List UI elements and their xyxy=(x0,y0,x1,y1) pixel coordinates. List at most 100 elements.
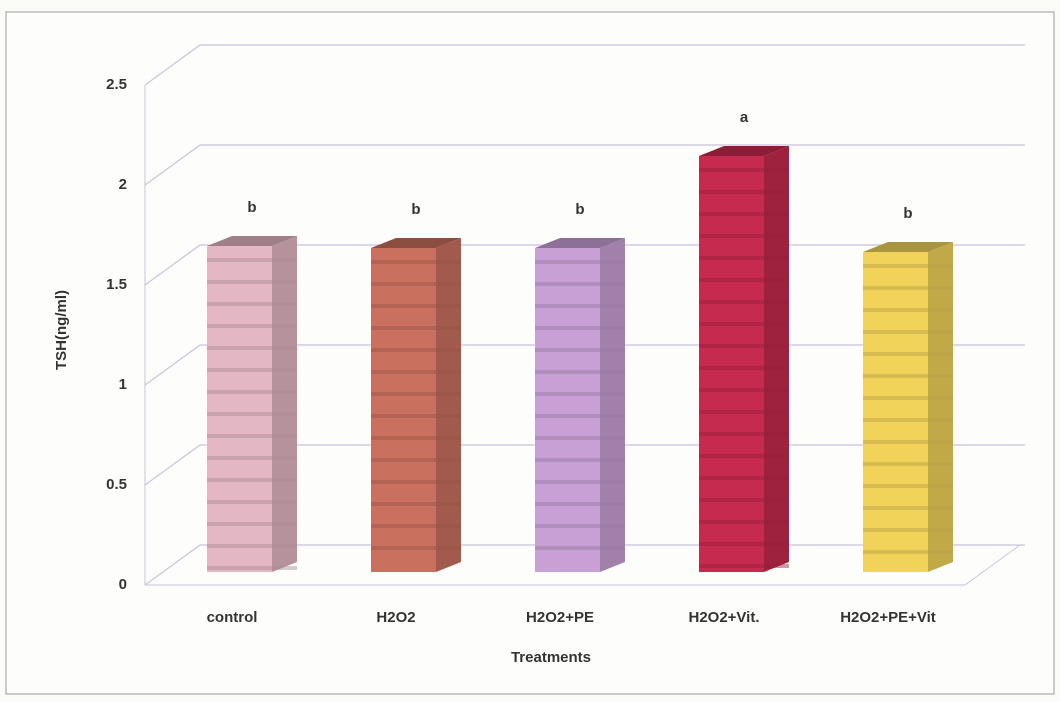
bar-texture xyxy=(699,410,789,414)
bar xyxy=(371,248,436,572)
grid-line xyxy=(144,344,201,386)
bar-texture xyxy=(207,258,297,262)
bar-texture xyxy=(535,436,625,440)
bar-texture xyxy=(371,436,461,440)
bar-texture xyxy=(699,476,789,480)
bar-texture xyxy=(699,432,789,436)
bar-texture xyxy=(535,260,625,264)
grid-line xyxy=(144,444,201,486)
bar-top xyxy=(371,238,461,248)
bar-texture xyxy=(863,528,953,532)
bar-texture xyxy=(207,302,297,306)
bar-texture xyxy=(371,480,461,484)
bar-side xyxy=(600,238,625,572)
bar-texture xyxy=(863,506,953,510)
bar-texture xyxy=(535,480,625,484)
bar-texture xyxy=(863,330,953,334)
x-tick-label: H2O2+PE+Vit xyxy=(840,609,936,626)
annotation: b xyxy=(903,205,912,222)
bar-texture xyxy=(535,348,625,352)
bar-texture xyxy=(863,418,953,422)
bar-top xyxy=(207,236,297,246)
bar-texture xyxy=(207,522,297,526)
annotation: b xyxy=(247,199,256,216)
bar-texture xyxy=(535,458,625,462)
bar-texture xyxy=(699,454,789,458)
bar-texture xyxy=(699,212,789,216)
bar-texture xyxy=(863,462,953,466)
bar-texture xyxy=(371,414,461,418)
grid-line xyxy=(144,244,201,286)
bar-texture xyxy=(535,392,625,396)
bar-texture xyxy=(699,234,789,238)
annotation: b xyxy=(575,201,584,218)
y-tick-label: 2 xyxy=(119,176,127,193)
bar-side xyxy=(436,238,461,572)
bar-texture xyxy=(699,542,789,546)
bar-texture xyxy=(371,348,461,352)
bar-texture xyxy=(863,484,953,488)
x-tick-label: H2O2+Vit. xyxy=(688,609,759,626)
bar-texture xyxy=(371,392,461,396)
bar-texture xyxy=(535,502,625,506)
bar-texture xyxy=(863,308,953,312)
bar-texture xyxy=(535,326,625,330)
bar xyxy=(863,252,928,572)
bar-texture xyxy=(371,326,461,330)
bar-texture xyxy=(207,456,297,460)
bar-texture xyxy=(699,366,789,370)
bar-texture xyxy=(371,282,461,286)
bar-texture xyxy=(371,524,461,528)
y-axis-label: TSH(ng/ml) xyxy=(53,290,70,370)
bar-top xyxy=(535,238,625,248)
y-tick-label: 2.5 xyxy=(106,76,127,93)
bar-side xyxy=(928,242,953,572)
bar-texture xyxy=(863,352,953,356)
bar-texture xyxy=(863,264,953,268)
bar-texture xyxy=(699,520,789,524)
bar xyxy=(207,246,272,572)
bar-texture xyxy=(371,546,461,550)
bar-texture xyxy=(699,300,789,304)
bar-texture xyxy=(535,546,625,550)
bar-texture xyxy=(371,458,461,462)
bar-texture xyxy=(699,564,789,568)
x-axis-label: Treatments xyxy=(511,649,591,666)
bar-texture xyxy=(207,544,297,548)
bar-texture xyxy=(699,278,789,282)
bar-texture xyxy=(207,566,297,570)
x-tick-label: control xyxy=(207,609,258,626)
bar-texture xyxy=(535,304,625,308)
bar-texture xyxy=(207,434,297,438)
bar-texture xyxy=(863,440,953,444)
y-tick-label: 0 xyxy=(119,576,127,593)
bar-texture xyxy=(863,550,953,554)
bar-texture xyxy=(371,502,461,506)
bar-texture xyxy=(699,498,789,502)
bar-texture xyxy=(371,260,461,264)
grid-line xyxy=(144,44,201,86)
axis-line xyxy=(964,544,1021,586)
bar-texture xyxy=(207,412,297,416)
x-tick-label: H2O2+PE xyxy=(526,609,594,626)
bar-texture xyxy=(207,478,297,482)
bar-texture xyxy=(863,374,953,378)
bar-texture xyxy=(863,286,953,290)
bar-texture xyxy=(699,344,789,348)
y-tick-label: 1 xyxy=(119,376,127,393)
bar-texture xyxy=(699,322,789,326)
bar-side xyxy=(764,146,789,572)
grid-line xyxy=(144,544,201,586)
bar-texture xyxy=(535,282,625,286)
bar-texture xyxy=(535,524,625,528)
bar-texture xyxy=(207,390,297,394)
y-tick-label: 0.5 xyxy=(106,476,127,493)
bar-texture xyxy=(371,304,461,308)
bar-texture xyxy=(207,346,297,350)
bar-texture xyxy=(207,368,297,372)
bar-texture xyxy=(207,324,297,328)
bar-texture xyxy=(699,256,789,260)
bar-texture xyxy=(371,370,461,374)
bar-texture xyxy=(699,190,789,194)
annotation: a xyxy=(740,109,749,126)
